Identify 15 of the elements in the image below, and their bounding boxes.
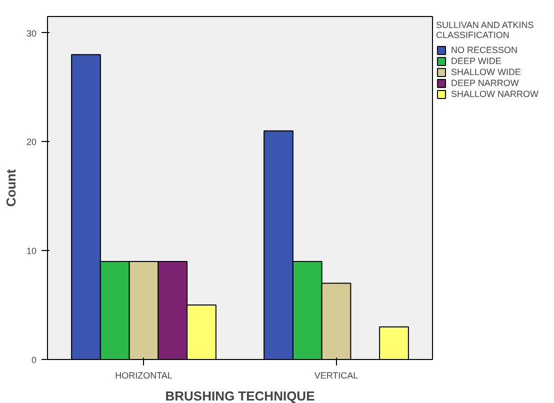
y-tick-label: 30 [26,28,37,38]
y-tick-label: 10 [26,246,37,256]
legend-label: DEEP WIDE [451,56,502,66]
legend-label: DEEP NARROW [451,78,519,88]
y-axis-title: Count [3,168,18,207]
x-tick-label: HORIZONTAL [115,370,172,380]
y-tick-label: 20 [26,137,37,148]
legend-label: SHALLOW NARROW [451,89,539,99]
x-axis-title: BRUSHING TECHNIQUE [165,388,316,403]
legend-label: SHALLOW WIDE [451,67,522,77]
y-tick-label: 0 [31,355,37,365]
legend-label: NO RECESSON [451,45,518,55]
bar [379,326,409,360]
legend-title: SULLIVAN AND ATKINS CLASSIFICATION [436,20,535,40]
x-tick-label: VERTICAL [314,370,358,380]
